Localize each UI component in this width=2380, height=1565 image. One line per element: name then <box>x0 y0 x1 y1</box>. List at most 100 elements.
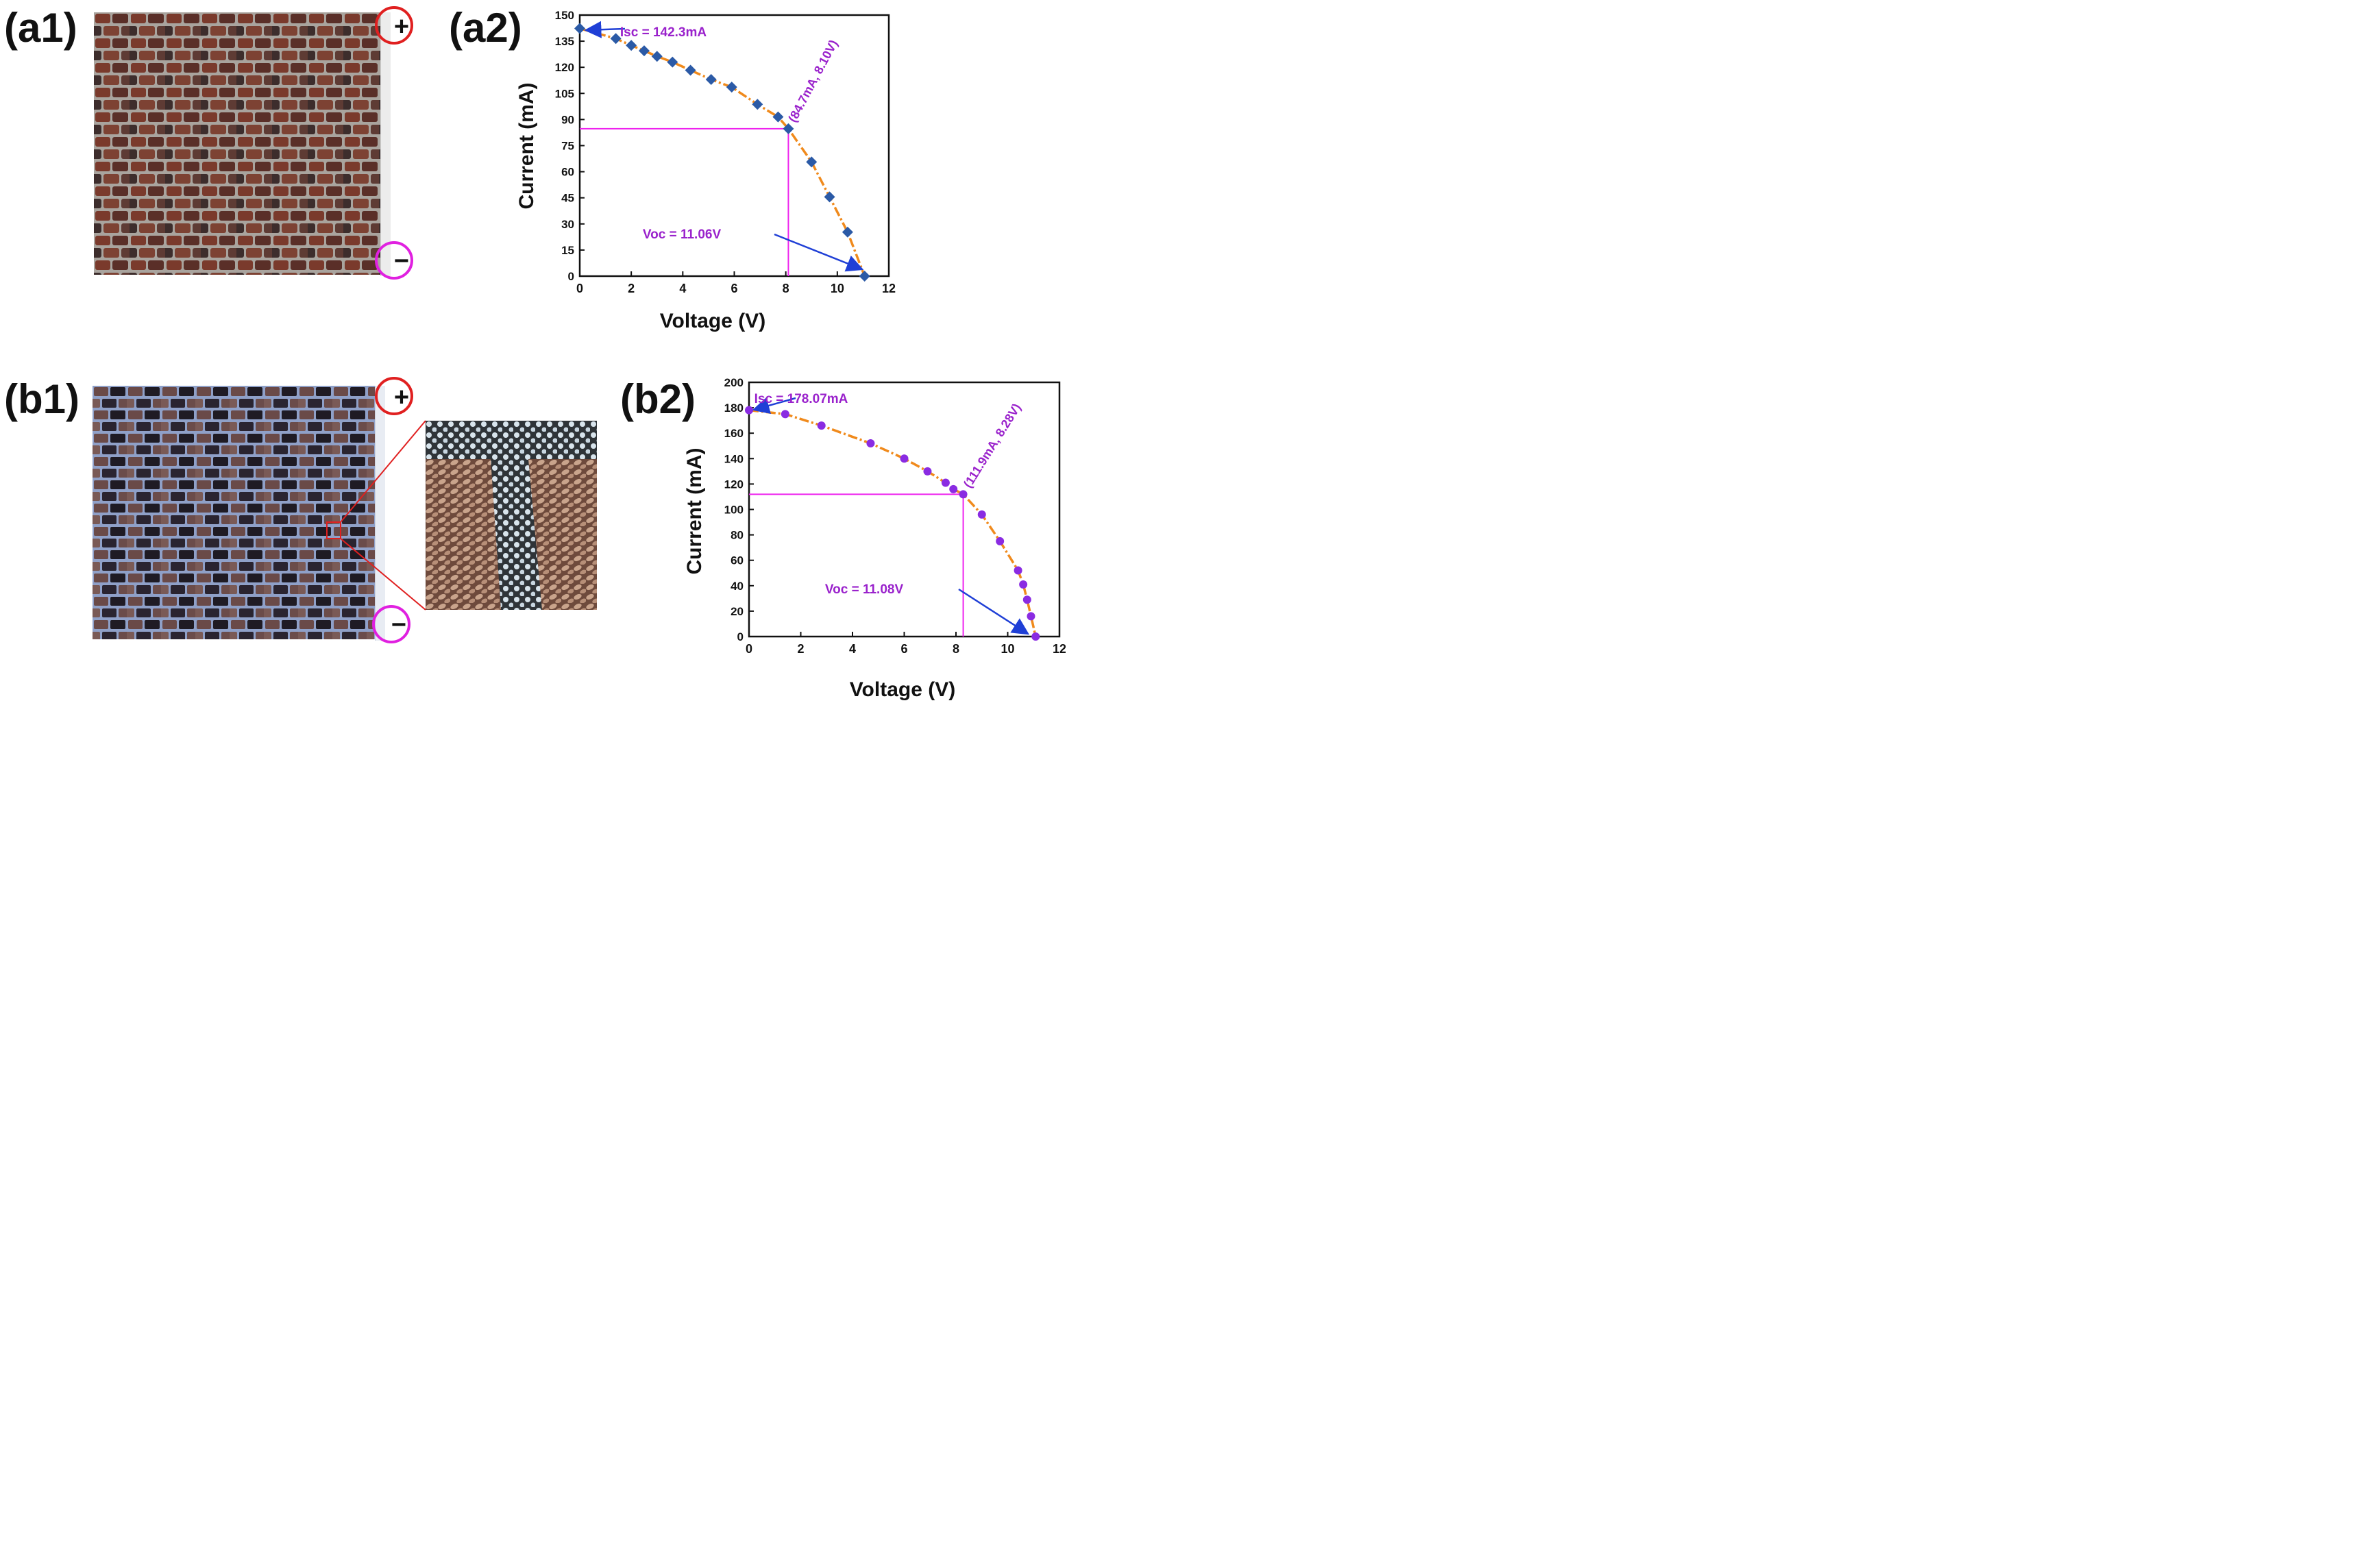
y-tick-label: 60 <box>561 166 574 179</box>
y-tick-label: 120 <box>724 478 744 491</box>
x-tick-label: 6 <box>731 282 737 295</box>
y-tick-label: 105 <box>555 87 574 100</box>
data-point <box>866 439 875 448</box>
data-point <box>923 467 932 476</box>
y-tick-label: 15 <box>561 244 574 257</box>
data-point <box>783 123 794 134</box>
y-tick-label: 45 <box>561 192 574 205</box>
x-tick-label: 8 <box>953 642 959 656</box>
minus-label: − <box>391 611 406 639</box>
data-point <box>574 23 585 34</box>
x-tick-label: 10 <box>1001 642 1014 656</box>
data-point <box>977 510 986 519</box>
plus-label: + <box>394 383 409 412</box>
data-point <box>772 111 784 123</box>
zoom-connector-bottom <box>340 538 426 611</box>
terminal-plus-b1: + <box>375 377 413 415</box>
voc-annotation: Voc = 11.08V <box>825 582 904 597</box>
data-point <box>996 537 1005 545</box>
x-tick-label: 2 <box>797 642 804 656</box>
data-point <box>667 56 678 68</box>
plus-ring-icon <box>375 6 413 45</box>
x-tick-label: 8 <box>783 282 789 295</box>
data-point <box>900 454 909 463</box>
panel-label-b2: (b2) <box>620 376 696 422</box>
iv-curve-line <box>748 408 1037 637</box>
data-point <box>1031 632 1040 641</box>
y-tick-label: 150 <box>555 9 574 22</box>
data-point <box>638 45 650 57</box>
plus-ring-icon <box>375 377 413 415</box>
y-tick-label: 0 <box>737 630 744 643</box>
y-tick-label: 140 <box>724 452 744 465</box>
y-tick-label: 30 <box>561 218 574 231</box>
isc-arrow <box>584 21 626 38</box>
x-tick-label: 0 <box>746 642 752 656</box>
x-tick-label: 12 <box>882 282 896 295</box>
mpp-annotation: (111.9mA, 8.28V) <box>961 401 1024 490</box>
panel-label-a2: (a2) <box>449 5 522 51</box>
data-point <box>626 40 637 51</box>
module-frame-b1 <box>375 386 385 641</box>
y-tick-label: 0 <box>568 270 574 283</box>
data-point <box>752 99 763 110</box>
data-point <box>1022 595 1031 604</box>
panel-label-a1: (a1) <box>4 5 77 51</box>
isc-annotation: Isc = 142.3mA <box>620 25 707 40</box>
y-tick-label: 20 <box>731 605 744 618</box>
data-point <box>610 33 622 45</box>
overlay-annotations: + − + − <box>326 6 426 643</box>
y-tick-label: 40 <box>731 580 744 593</box>
brick-wall-photo-a1 <box>94 12 380 275</box>
y-tick-label: 180 <box>724 402 744 415</box>
voc-arrow <box>774 233 864 272</box>
data-point <box>1027 612 1035 621</box>
terminal-minus-b1: − <box>372 605 410 643</box>
data-point <box>745 406 753 415</box>
minus-ring-icon <box>372 605 410 643</box>
module-frame-a1 <box>380 12 391 276</box>
x-tick-label: 2 <box>628 282 635 295</box>
y-axis-label: Current (mA) <box>683 448 706 575</box>
data-point <box>705 73 717 85</box>
x-tick-label: 10 <box>831 282 844 295</box>
data-point <box>806 156 818 168</box>
y-tick-label: 100 <box>724 504 744 517</box>
data-point <box>959 490 968 499</box>
data-point <box>781 410 789 419</box>
data-point <box>859 271 870 282</box>
brick-wall-photo-b1 <box>93 386 375 639</box>
y-tick-label: 120 <box>555 61 574 74</box>
data-point <box>685 64 696 76</box>
x-axis-label: Voltage (V) <box>660 310 765 332</box>
y-tick-label: 80 <box>731 529 744 542</box>
data-point <box>817 421 826 430</box>
terminal-plus-a1: + <box>375 6 413 45</box>
data-point <box>949 484 958 493</box>
x-tick-label: 6 <box>900 642 907 656</box>
y-tick-label: 90 <box>561 113 574 126</box>
plus-label: + <box>394 12 409 41</box>
terminal-minus-a1: − <box>375 241 413 280</box>
data-point <box>726 82 737 93</box>
x-tick-label: 4 <box>679 282 686 295</box>
magnified-detail-icon <box>426 421 597 610</box>
minus-ring-icon <box>375 241 413 280</box>
y-axis-label: Current (mA) <box>515 83 538 210</box>
y-tick-label: 60 <box>731 554 744 567</box>
x-axis-label: Voltage (V) <box>850 678 955 701</box>
data-point <box>1019 580 1028 589</box>
data-point <box>824 191 835 203</box>
iv-chart-a2: 0 2 4 6 8 10 120153045607590105120135150Voltag… <box>515 9 896 332</box>
data-point <box>651 51 663 62</box>
y-tick-label: 135 <box>555 35 574 48</box>
data-point <box>842 226 853 238</box>
x-tick-label: 4 <box>849 642 856 656</box>
plot-frame <box>578 14 890 278</box>
x-tick-label: 0 <box>576 282 583 295</box>
isc-arrow <box>752 397 796 415</box>
zoom-connector-top <box>340 420 426 523</box>
zoom-inset-photo <box>426 421 597 610</box>
panel-label-b1: (b1) <box>4 376 79 422</box>
voc-annotation: Voc = 11.06V <box>643 227 722 242</box>
